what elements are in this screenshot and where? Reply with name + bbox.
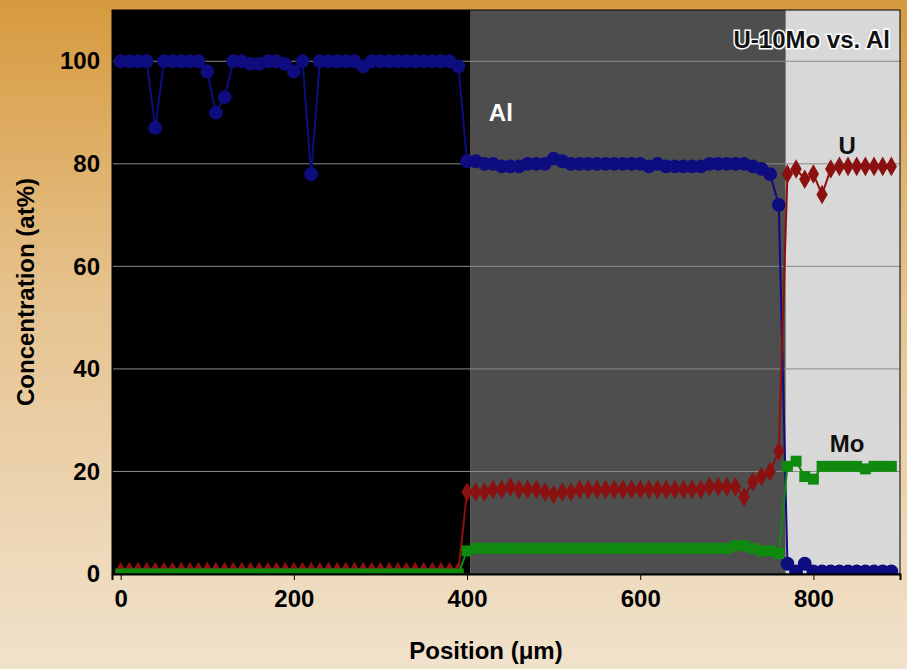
y-tick: 100 — [60, 47, 112, 74]
point — [782, 164, 793, 184]
x-tick-label: 800 — [794, 585, 834, 612]
x-tick: 200 — [274, 574, 314, 612]
point — [791, 456, 802, 467]
point — [451, 59, 465, 73]
series-points — [114, 54, 899, 574]
point — [539, 482, 550, 502]
point — [148, 121, 162, 135]
x-tick: 600 — [621, 574, 661, 612]
y-axis: 0 20 40 60 80 100 — [60, 11, 113, 588]
series-points — [115, 157, 897, 574]
point — [764, 462, 775, 482]
marks — [114, 54, 899, 574]
y-tick-label: 80 — [73, 150, 100, 177]
series-line — [121, 61, 892, 571]
x-tick-label: 400 — [448, 585, 488, 612]
grid-line — [112, 266, 900, 267]
chart-title: U-10Mo vs. Al — [734, 26, 890, 53]
point — [808, 164, 819, 184]
point — [479, 482, 490, 502]
point — [816, 185, 827, 205]
image-region — [471, 10, 786, 574]
y-tick: 0 — [87, 560, 112, 587]
x-tick-label: 0 — [114, 585, 127, 612]
image-region — [786, 10, 900, 574]
series-annotation: U — [839, 132, 856, 159]
point — [763, 167, 777, 181]
point — [200, 65, 214, 79]
x-tick-mark — [640, 574, 641, 580]
point — [886, 461, 897, 472]
point — [531, 480, 542, 500]
point — [886, 157, 897, 177]
point — [140, 54, 154, 68]
series-line — [121, 461, 892, 574]
x-axis-line — [113, 575, 901, 581]
x-tick-mark — [467, 574, 468, 580]
point — [747, 472, 758, 492]
series-line — [121, 166, 892, 571]
x-tick-mark — [813, 574, 814, 580]
chart: 0 200 400 600 800 0 20 40 60 80 100 U-10Mo vs. Al Al… — [0, 0, 907, 669]
image-region — [112, 10, 471, 574]
x-axis: 0 200 400 600 800 — [113, 574, 901, 612]
point — [218, 90, 232, 104]
point — [296, 54, 310, 68]
y-tick-label: 100 — [60, 47, 100, 74]
point — [209, 106, 223, 120]
x-tick-label: 600 — [621, 585, 661, 612]
point — [799, 169, 810, 189]
point — [548, 485, 559, 505]
y-tick: 60 — [73, 253, 112, 280]
x-tick-label: 200 — [274, 585, 314, 612]
x-tick-mark — [294, 574, 295, 580]
y-tick: 40 — [73, 355, 112, 382]
y-tick: 20 — [73, 458, 112, 485]
series-annotation: Mo — [830, 430, 865, 457]
grid-line — [112, 471, 900, 472]
frame — [112, 10, 900, 574]
point — [565, 482, 576, 502]
plot: 0 200 400 600 800 0 20 40 60 80 100 U-10Mo vs. Al Al… — [60, 10, 901, 612]
y-tick-label: 0 — [87, 560, 100, 587]
point — [730, 477, 741, 497]
background — [0, 0, 907, 669]
point — [496, 480, 507, 500]
grid — [112, 61, 900, 574]
point — [825, 159, 836, 179]
y-axis-title: Concentration (at%) — [12, 178, 39, 406]
y-axis-line — [112, 11, 113, 575]
point — [884, 565, 898, 574]
point — [505, 477, 516, 497]
point — [773, 548, 784, 559]
point — [772, 198, 786, 212]
point — [808, 474, 819, 485]
point — [790, 159, 801, 179]
point — [695, 480, 706, 500]
x-tick: 0 — [114, 574, 127, 612]
y-tick-label: 40 — [73, 355, 100, 382]
series-annotation: Al — [489, 99, 513, 126]
y-tick-label: 20 — [73, 458, 100, 485]
y-tick-label: 60 — [73, 253, 100, 280]
x-axis-title: Position (μm) — [409, 637, 562, 664]
x-tick: 400 — [448, 574, 488, 612]
point — [773, 441, 784, 461]
point — [756, 467, 767, 487]
point — [304, 167, 318, 181]
point — [738, 487, 749, 507]
y-tick: 80 — [73, 150, 112, 177]
point — [453, 569, 464, 574]
series-points — [115, 456, 897, 574]
x-tick-mark — [121, 574, 122, 580]
x-tick: 800 — [794, 574, 834, 612]
